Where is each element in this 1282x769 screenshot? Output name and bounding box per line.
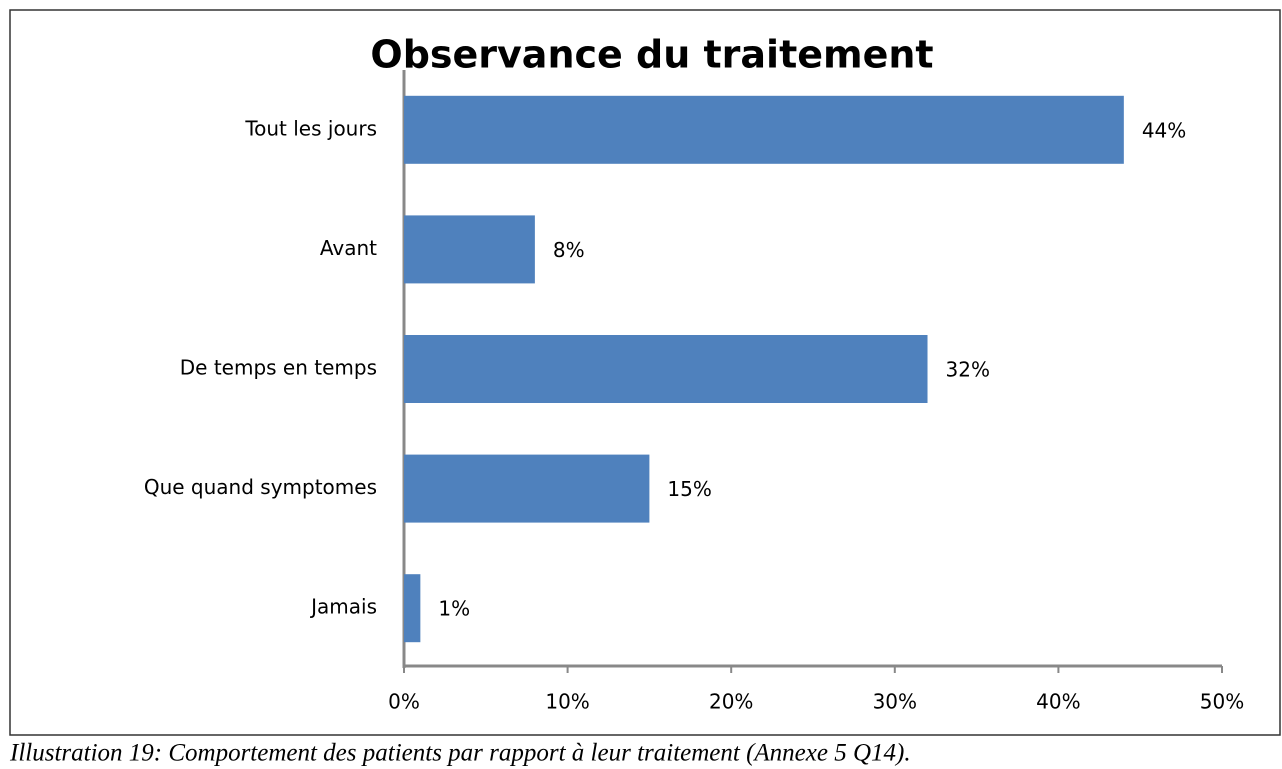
y-tick-label: Avant <box>320 236 377 260</box>
y-tick-label: Que quand symptomes <box>144 475 377 499</box>
x-tick-label: 20% <box>709 690 753 714</box>
x-tick-label: 50% <box>1200 690 1244 714</box>
chart-title: Observance du traitement <box>370 33 933 77</box>
x-tick-label: 10% <box>545 690 589 714</box>
x-tick-label: 30% <box>873 690 917 714</box>
value-label: 15% <box>667 477 711 501</box>
value-label: 44% <box>1142 118 1186 142</box>
bar <box>404 574 421 643</box>
y-tick-label: Tout les jours <box>244 116 377 140</box>
value-label: 32% <box>946 358 990 382</box>
bar <box>404 335 928 403</box>
bar <box>404 454 650 523</box>
value-label: 8% <box>553 238 585 262</box>
y-tick-label: Jamais <box>309 595 377 619</box>
frame <box>9 9 1281 736</box>
value-label: 1% <box>438 597 470 621</box>
caption: Illustration 19: Comportement des patien… <box>9 740 911 767</box>
x-tick-label: 0% <box>388 690 420 714</box>
bar <box>404 215 535 284</box>
x-tick-label: 40% <box>1036 690 1080 714</box>
y-tick-label: De temps en temps <box>180 356 377 380</box>
bar <box>404 95 1124 164</box>
